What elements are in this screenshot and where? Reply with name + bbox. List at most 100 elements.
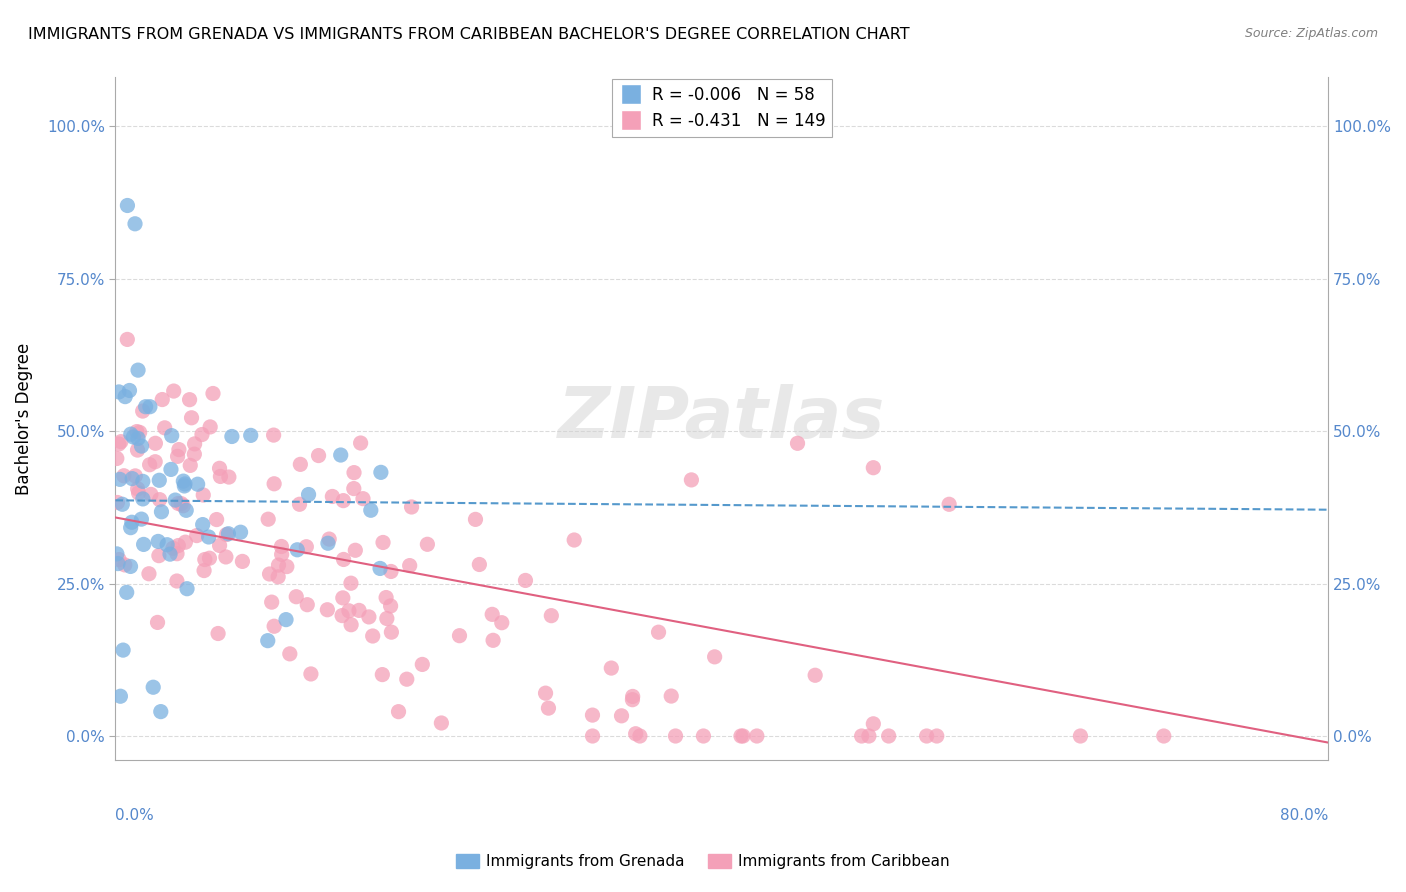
Point <box>256 633 278 648</box>
Point <box>239 428 262 442</box>
Point <box>862 716 884 731</box>
Point <box>128 425 150 440</box>
Point <box>368 561 391 575</box>
Point <box>288 497 311 511</box>
Point <box>231 554 253 568</box>
Point <box>380 625 402 640</box>
Point <box>173 479 195 493</box>
Point <box>179 458 201 473</box>
Point <box>112 468 135 483</box>
Point <box>380 565 402 579</box>
Point <box>624 727 647 741</box>
Point <box>340 576 363 591</box>
Point <box>124 469 146 483</box>
Point <box>180 410 202 425</box>
Point <box>343 482 366 496</box>
Point <box>375 611 398 625</box>
Point <box>197 530 219 544</box>
Point <box>371 535 394 549</box>
Point <box>131 439 153 453</box>
Point <box>174 503 197 517</box>
Point <box>145 436 167 450</box>
Point <box>179 392 201 407</box>
Point <box>349 436 371 450</box>
Point <box>194 552 217 566</box>
Point <box>174 535 197 549</box>
Point <box>191 427 214 442</box>
Point <box>851 729 873 743</box>
Point <box>124 217 146 231</box>
Point <box>387 705 409 719</box>
Point <box>132 537 155 551</box>
Point <box>172 499 194 513</box>
Point <box>600 661 623 675</box>
Point <box>628 729 651 743</box>
Point <box>491 615 513 630</box>
Point <box>132 491 155 506</box>
Point <box>357 610 380 624</box>
Point <box>149 492 172 507</box>
Point <box>468 558 491 572</box>
Point <box>352 491 374 506</box>
Point <box>316 536 339 550</box>
Text: 80.0%: 80.0% <box>1279 808 1329 823</box>
Point <box>138 566 160 581</box>
Point <box>343 466 366 480</box>
Point <box>263 476 285 491</box>
Point <box>111 497 134 511</box>
Point <box>621 692 644 706</box>
Point <box>1153 729 1175 743</box>
Point <box>172 474 194 488</box>
Point <box>804 668 827 682</box>
Point <box>121 472 143 486</box>
Point <box>308 449 330 463</box>
Text: Source: ZipAtlas.com: Source: ZipAtlas.com <box>1244 27 1378 40</box>
Point <box>160 428 183 442</box>
Point <box>925 729 948 743</box>
Point <box>267 558 290 573</box>
Point <box>127 482 149 496</box>
Point <box>148 473 170 487</box>
Point <box>681 473 703 487</box>
Point <box>540 608 562 623</box>
Point <box>170 497 193 511</box>
Point <box>148 549 170 563</box>
Point <box>938 497 960 511</box>
Point <box>380 599 402 613</box>
Point <box>114 558 136 572</box>
Point <box>117 198 139 212</box>
Point <box>159 547 181 561</box>
Point <box>132 475 155 489</box>
Point <box>416 537 439 551</box>
Point <box>318 532 340 546</box>
Point <box>375 591 398 605</box>
Point <box>610 708 633 723</box>
Point <box>260 595 283 609</box>
Point <box>321 490 343 504</box>
Point <box>337 604 360 618</box>
Point <box>229 525 252 540</box>
Point <box>647 625 669 640</box>
Text: ZIPatlas: ZIPatlas <box>558 384 886 453</box>
Point <box>150 505 173 519</box>
Point <box>163 384 186 398</box>
Point <box>127 363 149 377</box>
Y-axis label: Bachelor's Degree: Bachelor's Degree <box>15 343 32 495</box>
Point <box>215 527 238 541</box>
Point <box>125 425 148 439</box>
Point <box>285 542 308 557</box>
Point <box>1069 729 1091 743</box>
Point <box>114 390 136 404</box>
Point <box>330 608 353 623</box>
Point <box>105 547 128 561</box>
Point <box>395 672 418 686</box>
Point <box>131 512 153 526</box>
Point <box>332 552 354 566</box>
Point <box>108 472 131 486</box>
Point <box>537 701 560 715</box>
Point <box>107 495 129 509</box>
Point <box>297 487 319 501</box>
Point <box>191 517 214 532</box>
Point <box>398 558 420 573</box>
Point <box>862 460 884 475</box>
